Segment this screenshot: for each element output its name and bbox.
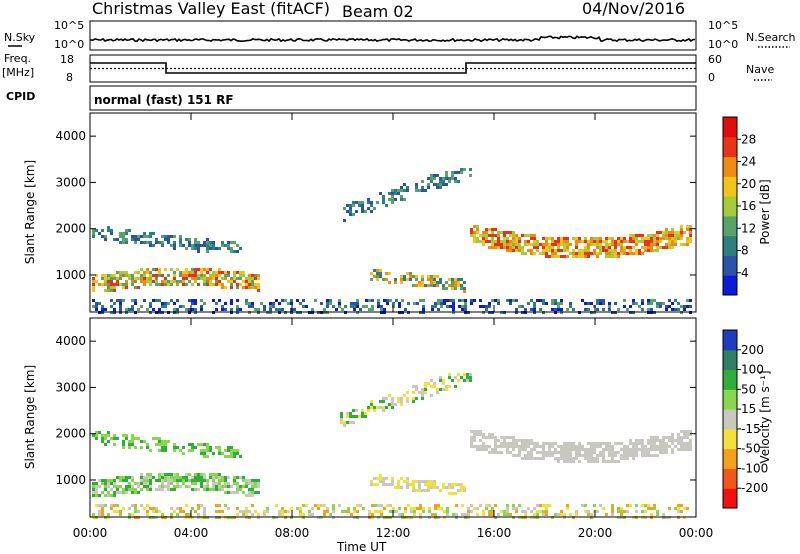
xtick-label: 12:00 bbox=[376, 526, 411, 540]
xtick-label: 08:00 bbox=[275, 526, 310, 540]
date-label: 04/Nov/2016 bbox=[582, 0, 685, 18]
freq-left-tick-top: 18 bbox=[60, 53, 74, 66]
freq-label: Freq. bbox=[4, 52, 31, 65]
colorbar-swatch bbox=[723, 488, 737, 509]
colorbar-swatch bbox=[723, 255, 737, 276]
noise-panel: N.Sky 10^5 10^0 10^5 10^0 N.Search bbox=[4, 19, 796, 51]
colorbar-swatch bbox=[723, 136, 737, 158]
noise-right-tick-bottom: 10^0 bbox=[708, 38, 738, 51]
colorbar-swatch bbox=[723, 389, 737, 410]
nsky-label: N.Sky bbox=[4, 31, 36, 44]
freq-right-tick-bottom: 0 bbox=[708, 71, 715, 84]
ytick-label: 1000 bbox=[55, 473, 86, 487]
colorbar-tick-label: 12 bbox=[741, 221, 756, 235]
colorbar-tick-label: 4 bbox=[741, 266, 749, 280]
colorbar-swatch bbox=[723, 448, 737, 469]
power-colorbar-label: Power [dB] bbox=[758, 179, 772, 244]
xtick-label: 00:00 bbox=[679, 526, 714, 540]
beam-label: Beam 02 bbox=[342, 2, 414, 21]
colorbar-swatch bbox=[723, 428, 737, 450]
colorbar-swatch bbox=[723, 369, 737, 390]
mode-text: normal (fast) 151 RF bbox=[94, 93, 234, 107]
colorbar-tick-label: 100 bbox=[741, 363, 764, 377]
velocity-panel: 1000 2000 3000 4000 Slant Range [km] bbox=[23, 317, 697, 519]
cpid-label: CPID bbox=[6, 90, 35, 103]
ytick-label: 3000 bbox=[55, 175, 86, 189]
colorbar-tick-label: 50 bbox=[741, 382, 756, 396]
xtick-label: 20:00 bbox=[578, 526, 613, 540]
colorbar-tick-label: 28 bbox=[741, 132, 756, 146]
colorbar-swatch bbox=[723, 235, 737, 256]
colorbar-swatch bbox=[723, 349, 737, 371]
colorbar-swatch bbox=[723, 409, 737, 430]
power-colorbar: 4 8 12 16 20 24 28 bbox=[722, 116, 756, 296]
noise-trace bbox=[90, 35, 696, 43]
velocity-colorbar-label: Velocity [m s⁻¹] bbox=[758, 370, 772, 463]
frequency-panel: Freq. [MHz] 18 8 60 0 Nave bbox=[2, 52, 774, 84]
xlabel: Time UT bbox=[336, 540, 387, 554]
colorbar-swatch bbox=[723, 330, 737, 351]
plot-title: Christmas Valley East (fitACF) bbox=[92, 0, 330, 18]
colorbar-swatch bbox=[723, 156, 737, 177]
xtick-label: 16:00 bbox=[477, 526, 512, 540]
noise-right-tick-top: 10^5 bbox=[708, 19, 738, 32]
colorbar-swatch bbox=[723, 196, 737, 217]
power-ylabel: Slant Range [km] bbox=[23, 160, 37, 264]
power-panel: 1000 2000 3000 4000 Slant Range [km] bbox=[23, 112, 697, 314]
colorbar-tick-label: -100 bbox=[741, 461, 768, 475]
noise-left-tick-bottom: 10^0 bbox=[54, 38, 84, 51]
ytick-label: 1000 bbox=[55, 268, 86, 282]
ytick-label: 2000 bbox=[55, 427, 86, 441]
freq-unit-label: [MHz] bbox=[2, 66, 34, 79]
colorbar-tick-label: 200 bbox=[741, 343, 764, 357]
colorbar-swatch bbox=[723, 215, 737, 237]
colorbar-tick-label: -200 bbox=[741, 481, 768, 495]
xtick-label: 00:00 bbox=[73, 526, 108, 540]
colorbar-tick-label: 24 bbox=[741, 155, 756, 169]
colorbar-tick-label: 16 bbox=[741, 199, 756, 213]
nsearch-label: N.Search bbox=[746, 31, 796, 44]
nave-label: Nave bbox=[746, 63, 774, 76]
xtick-label: 04:00 bbox=[174, 526, 209, 540]
cpid-panel bbox=[89, 85, 697, 111]
colorbar-swatch bbox=[723, 117, 737, 138]
power-data bbox=[92, 168, 692, 314]
colorbar-swatch bbox=[723, 468, 737, 489]
ytick-label: 4000 bbox=[55, 129, 86, 143]
velocity-ylabel: Slant Range [km] bbox=[23, 365, 37, 469]
colorbar-tick-label: 20 bbox=[741, 177, 756, 191]
colorbar-tick-label: -15 bbox=[741, 422, 761, 436]
noise-left-tick-top: 10^5 bbox=[54, 19, 84, 32]
colorbar-swatch bbox=[723, 176, 737, 197]
ytick-label: 2000 bbox=[55, 222, 86, 236]
colorbar-swatch bbox=[723, 275, 737, 296]
colorbar-tick-label: 8 bbox=[741, 244, 749, 258]
ytick-label: 3000 bbox=[55, 380, 86, 394]
velocity-colorbar: -200 -100 -50 -15 15 50 100 200 bbox=[722, 329, 768, 509]
colorbar-tick-label: 15 bbox=[741, 402, 756, 416]
ytick-label: 4000 bbox=[55, 334, 86, 348]
velocity-data bbox=[92, 373, 692, 519]
freq-right-tick-top: 60 bbox=[708, 53, 722, 66]
freq-trace bbox=[90, 62, 696, 74]
freq-left-tick-bottom: 8 bbox=[66, 71, 73, 84]
colorbar-frame bbox=[722, 329, 738, 509]
colorbar-tick-label: -50 bbox=[741, 442, 761, 456]
